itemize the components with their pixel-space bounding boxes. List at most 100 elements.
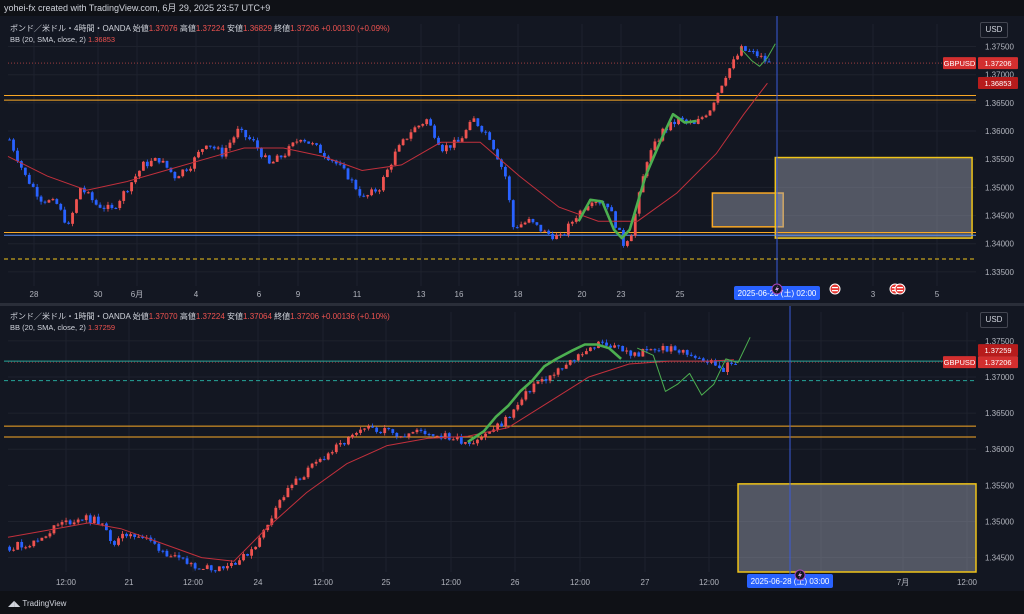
candle-body — [385, 169, 389, 178]
crosshair-date-text: 2025-06-28 (土) 03:00 — [751, 576, 830, 586]
chart-panel-4h[interactable]: 1.33500 1.34000 1.34500 1.35000 1.35500 1.360… — [0, 16, 1024, 303]
candle-body — [621, 345, 625, 352]
pane-divider[interactable] — [0, 303, 1024, 306]
candle-body — [375, 427, 379, 432]
candle-body — [543, 230, 547, 232]
candle-body — [685, 119, 688, 123]
candle-body — [637, 192, 641, 214]
candle-body — [204, 145, 208, 150]
ohlc-label: 始値 — [132, 312, 149, 321]
indicator-name: BB (20, SMA, close, 2) — [10, 323, 86, 332]
candle-body — [201, 149, 204, 152]
candle-body — [242, 554, 245, 561]
ohlc-legend: ポンド／米ドル・4時間・OANDA 始値1.37076 高値1.37224 安値… — [10, 23, 390, 34]
candle-body — [338, 163, 342, 165]
symbol-tag-bg — [943, 356, 976, 369]
candle-body — [492, 139, 495, 150]
candle-body — [718, 365, 721, 368]
candle-body — [693, 355, 697, 358]
candle-body — [161, 160, 165, 163]
candle-body — [362, 195, 366, 197]
candle-body — [359, 429, 362, 433]
candle-body — [519, 224, 523, 228]
candle-body — [244, 130, 248, 138]
candle-body — [322, 152, 326, 157]
candle-body — [94, 200, 98, 205]
candle-body — [378, 190, 381, 192]
last-price-tag-text: 1.37206 — [984, 59, 1011, 68]
candle-body — [287, 146, 291, 156]
candle-body — [552, 374, 556, 376]
candle-body — [625, 241, 629, 246]
candle-body — [496, 149, 499, 160]
candle-body — [263, 155, 267, 158]
candle-body — [216, 147, 220, 149]
candle-body — [401, 139, 405, 146]
candle-body — [71, 212, 74, 224]
candle-body — [657, 140, 661, 142]
candle-body — [653, 141, 657, 151]
candle-body — [63, 209, 67, 223]
symbol-tag-bg — [943, 57, 976, 70]
candle-body — [714, 360, 717, 366]
candle-body — [213, 570, 217, 572]
candle-body — [366, 195, 370, 197]
candle-body — [685, 350, 689, 355]
candle-body — [234, 562, 237, 565]
candle-body — [137, 536, 141, 538]
candle-body — [318, 458, 322, 462]
candle-body — [72, 522, 76, 525]
candle-body — [303, 139, 307, 142]
ohlc-label: 安値 — [224, 24, 244, 33]
candle-body — [484, 433, 487, 438]
currency-button[interactable]: USD — [980, 312, 1008, 328]
time-tick-label: 28 — [30, 290, 39, 299]
tradingview-logo-icon: ◢◣ — [8, 599, 21, 608]
time-tick-label: 12:00 — [570, 578, 591, 587]
candle-body — [298, 478, 302, 480]
candle-body — [330, 160, 334, 162]
candle-body — [389, 164, 393, 170]
candle-body — [593, 347, 596, 349]
price-chart-4h[interactable]: 1.33500 1.34000 1.34500 1.35000 1.35500 1.360… — [0, 16, 1024, 303]
candle-body — [326, 453, 330, 460]
us-flag-event-icon — [829, 283, 841, 295]
bb-price-tag-bg — [978, 76, 1018, 89]
candle-body — [547, 230, 551, 234]
candle-body — [613, 345, 616, 348]
currency-button[interactable]: USD — [980, 22, 1008, 38]
bb-price-tag-text: 1.37259 — [984, 346, 1011, 355]
candle-body — [472, 443, 475, 445]
target-zone — [711, 192, 784, 228]
candle-body — [355, 432, 358, 435]
candle-body — [696, 118, 700, 124]
candle-body — [230, 562, 233, 566]
time-tick-label: 6 — [257, 290, 262, 299]
indicator-legend[interactable]: BB (20, SMA, close, 2) 1.36853 — [10, 35, 115, 44]
price-chart-1h[interactable]: 1.34500 1.35000 1.35500 1.36000 1.36500 1.370… — [0, 306, 1024, 591]
candle-body — [472, 118, 476, 122]
candle-body — [165, 550, 169, 557]
symbol-tag-text: GBPUSD — [944, 59, 976, 68]
candle-body — [346, 168, 350, 180]
candle-body — [8, 546, 11, 551]
us-flag-event-icon — [894, 283, 906, 295]
candle-body — [374, 189, 377, 192]
candle-body — [523, 222, 527, 225]
candle-body — [24, 547, 28, 549]
candle-body — [90, 192, 94, 201]
ohlc-label: 終値 — [271, 24, 291, 33]
last-price-tag-bg — [978, 57, 1018, 70]
candle-body — [609, 345, 612, 348]
candle-body — [125, 533, 128, 537]
candle-body — [185, 558, 189, 564]
candle-body — [767, 61, 771, 63]
ohlc-legend: ポンド／米ドル・1時間・OANDA 始値1.37070 高値1.37224 安値… — [10, 311, 390, 322]
candle-body — [759, 55, 763, 57]
candle-body — [548, 375, 552, 381]
candle-body — [16, 150, 19, 162]
candle-body — [657, 350, 661, 352]
candle-body — [338, 443, 342, 445]
chart-panel-1h[interactable]: 1.34500 1.35000 1.35500 1.36000 1.36500 1.370… — [0, 306, 1024, 591]
indicator-legend[interactable]: BB (20, SMA, close, 2) 1.37259 — [10, 323, 115, 332]
